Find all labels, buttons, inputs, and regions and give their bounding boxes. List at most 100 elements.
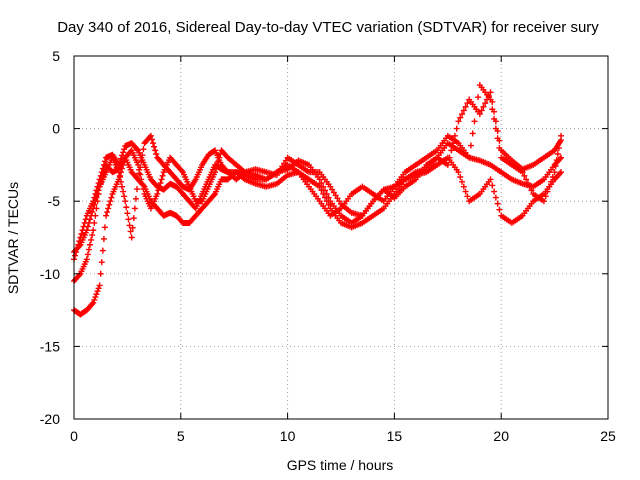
data-point — [121, 193, 128, 200]
data-point — [90, 227, 97, 234]
data-point — [117, 178, 124, 185]
data-point — [491, 188, 498, 195]
data-point — [78, 230, 85, 237]
y-tick-label: 0 — [52, 121, 60, 137]
data-point — [210, 192, 217, 199]
data-point — [159, 172, 166, 179]
data-point — [558, 154, 565, 161]
data-point — [462, 103, 469, 110]
data-point — [318, 187, 325, 194]
data-point — [105, 205, 112, 212]
data-point — [107, 198, 114, 205]
data-point — [93, 194, 100, 201]
data-point — [528, 187, 535, 194]
data-point — [136, 170, 143, 177]
data-point — [95, 285, 102, 292]
data-point — [556, 155, 563, 162]
data-point — [122, 198, 129, 205]
data-point — [485, 92, 492, 99]
data-point — [123, 204, 130, 211]
data-point — [178, 167, 185, 174]
data-point — [90, 299, 97, 306]
data-point — [457, 174, 464, 180]
data-point — [213, 165, 220, 172]
data-point — [489, 98, 496, 105]
data-point — [459, 178, 466, 185]
y-tick-label: -15 — [40, 338, 60, 354]
data-point — [466, 154, 473, 161]
data-point — [137, 164, 144, 171]
data-point — [94, 190, 101, 197]
data-point — [135, 176, 142, 183]
data-point — [89, 301, 96, 308]
data-point — [96, 282, 103, 289]
data-point — [464, 193, 471, 200]
data-point — [469, 130, 476, 137]
data-point — [120, 149, 127, 156]
data-point — [546, 183, 553, 190]
data-point — [553, 157, 560, 164]
data-point — [475, 94, 482, 101]
y-tick-label: -10 — [40, 266, 60, 282]
data-point — [455, 118, 462, 125]
data-point — [101, 158, 108, 165]
data-point — [90, 205, 97, 212]
data-point — [119, 152, 126, 159]
data-point — [89, 209, 96, 216]
data-point — [460, 107, 467, 114]
data-point — [460, 183, 467, 190]
data-point — [448, 147, 455, 154]
data-point — [556, 170, 563, 177]
data-point — [115, 169, 122, 176]
x-tick-label: 10 — [280, 428, 296, 444]
x-tick-label: 0 — [70, 428, 78, 444]
data-point — [84, 251, 91, 258]
data-point — [88, 236, 95, 243]
data-point — [140, 146, 147, 153]
y-tick-label: 5 — [52, 48, 60, 64]
y-tick-label: -5 — [48, 193, 61, 209]
data-point — [153, 151, 160, 158]
data-point — [496, 206, 503, 213]
data-point — [91, 219, 98, 226]
data-point — [99, 247, 106, 254]
data-point — [321, 194, 328, 201]
data-point — [483, 96, 490, 103]
data-point — [130, 215, 137, 222]
chart-title: Day 340 of 2016, Sidereal Day-to-day VTE… — [57, 19, 599, 36]
data-point — [521, 172, 528, 179]
data-point — [84, 223, 91, 230]
data-point — [482, 100, 489, 107]
data-point — [523, 176, 530, 183]
data-point — [459, 111, 466, 118]
data-point — [491, 108, 498, 115]
data-point — [489, 182, 496, 189]
y-tick-label: -20 — [40, 411, 60, 427]
data-point — [316, 183, 323, 190]
data-point — [552, 163, 559, 170]
data-point — [91, 296, 98, 303]
data-marks — [71, 82, 565, 318]
data-point — [487, 89, 494, 96]
data-point — [487, 176, 494, 183]
data-point — [128, 234, 135, 241]
data-point — [496, 137, 503, 144]
data-point — [544, 188, 551, 195]
data-point — [467, 142, 474, 149]
data-point — [551, 169, 558, 176]
data-point — [494, 128, 501, 135]
data-point — [76, 272, 83, 279]
data-point — [526, 183, 533, 190]
data-point — [558, 169, 565, 176]
x-tick-label: 25 — [600, 428, 616, 444]
data-point — [492, 194, 499, 201]
data-point — [444, 161, 451, 168]
data-point — [157, 180, 164, 187]
data-point — [548, 178, 555, 185]
data-point — [211, 169, 218, 176]
data-point — [554, 151, 561, 158]
data-point — [106, 201, 113, 208]
data-point — [155, 187, 162, 194]
data-point — [318, 180, 325, 187]
data-point — [97, 270, 104, 277]
